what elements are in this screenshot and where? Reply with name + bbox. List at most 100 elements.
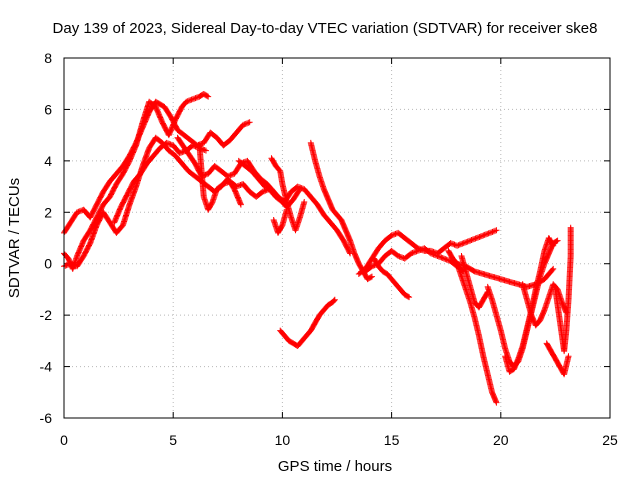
data-point xyxy=(246,119,253,126)
x-axis-label: GPS time / hours xyxy=(278,458,392,475)
data-point xyxy=(485,230,492,237)
data-point xyxy=(490,228,497,235)
data-point xyxy=(167,141,174,148)
data-point xyxy=(429,250,436,257)
data-point xyxy=(237,200,244,207)
x-tick-label: 20 xyxy=(493,432,509,448)
data-point xyxy=(427,250,434,257)
data-point xyxy=(467,237,474,244)
data-point xyxy=(367,274,374,281)
data-point xyxy=(184,98,191,105)
data-point xyxy=(283,206,290,213)
data-point xyxy=(178,149,185,156)
y-tick-label: -4 xyxy=(40,359,53,375)
data-point xyxy=(188,96,195,103)
data-points-layer xyxy=(61,91,574,406)
data-point xyxy=(62,262,69,269)
data-point xyxy=(460,240,467,247)
data-point xyxy=(224,173,231,180)
data-point xyxy=(450,241,457,248)
data-point xyxy=(447,240,454,247)
data-point xyxy=(263,184,270,191)
data-point xyxy=(244,120,251,127)
data-point xyxy=(368,273,375,280)
x-tick-label: 10 xyxy=(275,432,291,448)
data-point xyxy=(395,253,402,259)
data-point xyxy=(221,180,228,187)
data-point xyxy=(475,234,482,241)
data-point xyxy=(493,399,500,406)
x-tick-label: 0 xyxy=(60,432,68,448)
data-point xyxy=(417,246,424,253)
data-point xyxy=(242,120,249,127)
data-point xyxy=(265,185,272,192)
data-point xyxy=(233,183,240,190)
data-point xyxy=(241,121,248,128)
data-point xyxy=(408,250,415,257)
data-point xyxy=(295,184,302,191)
data-point xyxy=(549,241,556,248)
data-point xyxy=(240,121,247,128)
data-point xyxy=(331,296,338,303)
data-point xyxy=(433,252,440,259)
data-point xyxy=(237,201,244,208)
data-point xyxy=(76,208,83,215)
data-point xyxy=(164,140,171,147)
data-point xyxy=(176,150,183,157)
data-point xyxy=(185,97,192,104)
data-point xyxy=(476,233,483,240)
data-point xyxy=(388,232,395,239)
data-point xyxy=(226,172,233,179)
data-point xyxy=(412,248,419,255)
plot-frame xyxy=(63,57,611,419)
data-point xyxy=(454,242,461,249)
y-tick-label: 8 xyxy=(44,50,52,66)
data-point xyxy=(442,256,449,263)
data-point xyxy=(220,181,227,187)
data-point xyxy=(223,179,230,186)
data-point xyxy=(406,294,413,301)
data-point xyxy=(264,184,271,191)
data-point xyxy=(443,256,450,263)
data-point xyxy=(261,188,268,195)
data-point xyxy=(204,92,211,99)
data-point xyxy=(228,171,235,178)
y-tick-label: 0 xyxy=(44,256,52,272)
data-point xyxy=(201,147,208,154)
data-point xyxy=(191,142,198,149)
data-point xyxy=(245,119,252,126)
data-point xyxy=(456,241,463,248)
data-point xyxy=(567,224,574,231)
data-point xyxy=(482,231,489,238)
data-point xyxy=(464,238,471,245)
data-point xyxy=(331,297,338,304)
data-point xyxy=(435,253,442,260)
data-point xyxy=(430,251,437,258)
data-point xyxy=(550,242,557,249)
data-point xyxy=(473,235,480,241)
y-tick-label: -6 xyxy=(40,410,53,426)
data-point xyxy=(413,248,420,255)
y-tick-labels: -6 -4 -2 0 2 4 6 8 xyxy=(40,50,53,426)
data-point xyxy=(434,253,441,259)
data-point xyxy=(468,237,475,244)
data-point xyxy=(455,242,462,249)
data-point xyxy=(67,260,74,267)
data-point xyxy=(550,265,557,272)
data-point xyxy=(438,254,445,261)
data-point xyxy=(166,140,173,147)
data-point xyxy=(480,232,487,239)
data-point xyxy=(492,227,499,234)
data-point xyxy=(458,241,465,248)
data-point xyxy=(479,232,486,239)
data-point xyxy=(488,229,495,236)
data-point xyxy=(549,266,556,273)
x-tick-labels: 0 5 10 15 20 25 xyxy=(60,432,618,448)
data-point xyxy=(397,254,404,261)
y-tick-label: 4 xyxy=(44,153,52,169)
data-point xyxy=(259,188,266,195)
data-point xyxy=(236,182,243,189)
data-point xyxy=(414,247,421,254)
data-point xyxy=(205,93,212,100)
chart-title: Day 139 of 2023, Sidereal Day-to-day VTE… xyxy=(53,20,598,37)
